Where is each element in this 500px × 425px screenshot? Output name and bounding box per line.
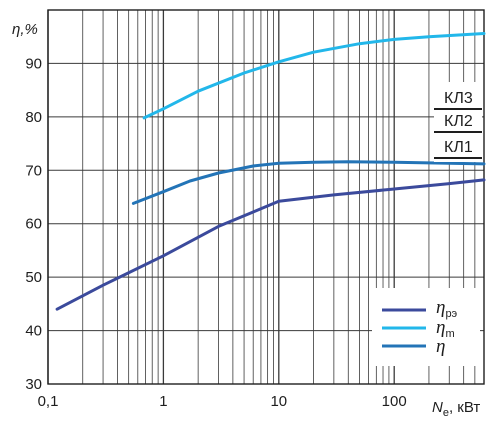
x-tick-labels: 0,1 1 10 100 xyxy=(38,393,407,410)
y-tick-label-3: 60 xyxy=(25,216,42,233)
x-tick-label-3: 100 xyxy=(382,393,407,410)
plot-border xyxy=(47,9,485,385)
x-tick-label-1: 1 xyxy=(159,393,167,410)
plot-frame xyxy=(47,9,485,385)
class-labels-box: КЛ3 КЛ2 КЛ1 xyxy=(434,82,482,162)
x-tick-label-2: 10 xyxy=(270,393,287,410)
y-axis-label: η,% xyxy=(12,21,38,38)
y-tick-label-4: 70 xyxy=(25,162,42,179)
legend: ηрэ ηm η xyxy=(372,288,480,366)
legend-label-eta-m: ηm xyxy=(436,317,455,340)
series-line-0 xyxy=(55,178,486,311)
y-tick-label-5: 80 xyxy=(25,109,42,126)
legend-label-eta-re: ηрэ xyxy=(436,297,458,320)
series-lines xyxy=(55,32,486,311)
y-tick-label-0: 30 xyxy=(25,376,42,393)
x-tick-label-0: 0,1 xyxy=(38,393,59,410)
x-axis-label: Ne, кВт xyxy=(432,399,480,419)
y-tick-label-1: 40 xyxy=(25,323,42,340)
class-label-kl3: КЛ3 xyxy=(444,90,473,107)
x-axis-label-rest: , кВт xyxy=(449,399,480,416)
series-line-2 xyxy=(131,160,486,205)
class-label-kl1: КЛ1 xyxy=(444,139,473,156)
class-label-kl2: КЛ2 xyxy=(444,113,473,130)
y-tick-label-6: 90 xyxy=(25,55,42,72)
x-axis-label-main: N xyxy=(432,399,443,416)
plot-grid xyxy=(47,10,485,385)
legend-label-eta: η xyxy=(436,336,445,357)
x-axis-label-sub: e xyxy=(443,407,449,419)
series-line-1 xyxy=(142,32,486,120)
y-tick-labels: 30 40 50 60 70 80 90 xyxy=(25,55,42,393)
y-tick-label-2: 50 xyxy=(25,269,42,286)
